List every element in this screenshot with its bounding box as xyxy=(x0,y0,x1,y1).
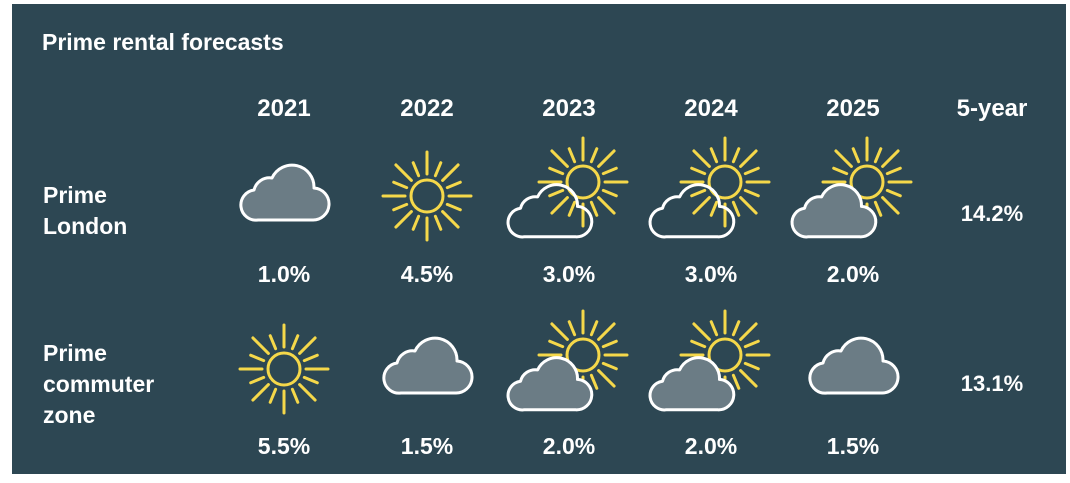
cloud-shape xyxy=(506,356,594,412)
value-london-2022: 4.5% xyxy=(400,261,454,287)
cloud-icon xyxy=(239,163,331,222)
value-london-2024: 3.0% xyxy=(684,261,738,287)
value-commuter-2025: 1.5% xyxy=(826,433,880,459)
row-label-prime-london: Prime London xyxy=(43,182,128,239)
sun-icon xyxy=(238,323,330,415)
column-header-2022: 2022 xyxy=(400,95,454,122)
cloud-shape xyxy=(808,336,900,395)
sun-shape xyxy=(238,323,330,415)
value-commuter-2024: 2.0% xyxy=(684,433,738,459)
column-header-2023: 2023 xyxy=(542,95,596,122)
sun-shape xyxy=(679,136,771,228)
column-header-2024: 2024 xyxy=(684,95,738,122)
column-header-2025: 2025 xyxy=(826,95,880,122)
sun-behind-cloud-icon xyxy=(506,136,629,239)
cloud-shape xyxy=(239,163,331,222)
sun-shape xyxy=(537,136,629,228)
chart-title: Prime rental forecasts xyxy=(42,29,284,55)
cloud-icon xyxy=(808,336,900,395)
value-london-2021: 1.0% xyxy=(257,261,311,287)
sun-behind-dark-cloud-icon xyxy=(648,309,771,412)
cloud-icon xyxy=(382,336,474,395)
sun-shape xyxy=(381,150,473,242)
sun-icon xyxy=(381,150,473,242)
sun-behind-dark-cloud-icon xyxy=(790,136,913,239)
cloud-shape xyxy=(648,183,736,239)
cloud-shape xyxy=(382,336,474,395)
cloud-shape xyxy=(506,183,594,239)
row-label-prime-commuter-zone: Prime commuter zone xyxy=(43,340,155,428)
cloud-shape xyxy=(648,356,736,412)
column-header-2021: 2021 xyxy=(257,95,311,122)
value-london-2023: 3.0% xyxy=(542,261,596,287)
cloud-shape xyxy=(790,183,878,239)
total-london-5-year: 14.2% xyxy=(960,201,1024,226)
value-commuter-2022: 1.5% xyxy=(400,433,454,459)
forecast-panel: Prime rental forecasts 2021 2022 2023 20… xyxy=(12,4,1066,474)
column-header-5-year: 5-year xyxy=(956,95,1028,122)
value-commuter-2023: 2.0% xyxy=(542,433,596,459)
sun-behind-dark-cloud-icon xyxy=(506,309,629,412)
value-commuter-2021: 5.5% xyxy=(257,433,311,459)
sun-behind-cloud-icon xyxy=(648,136,771,239)
total-commuter-5-year: 13.1% xyxy=(960,371,1024,396)
value-london-2025: 2.0% xyxy=(826,261,880,287)
